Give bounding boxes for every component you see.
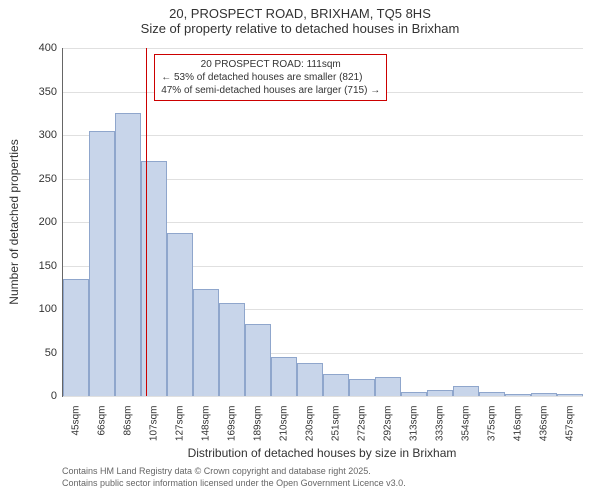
x-tick-label: 457sqm [565, 402, 576, 442]
x-axis-label: Distribution of detached houses by size … [62, 446, 582, 460]
histogram-bar [505, 394, 531, 396]
x-tick-label: 86sqm [123, 402, 134, 436]
plot-area: 05010015020025030035040045sqm66sqm86sqm1… [62, 48, 583, 397]
y-tick-label: 200 [39, 216, 63, 228]
annotation-box: 20 PROSPECT ROAD: 111sqm← 53% of detache… [154, 54, 387, 101]
annotation-line-3: 47% of semi-detached houses are larger (… [161, 84, 380, 97]
title-block: 20, PROSPECT ROAD, BRIXHAM, TQ5 8HS Size… [0, 0, 600, 36]
histogram-bar [245, 324, 271, 396]
attribution-text: Contains HM Land Registry data © Crown c… [62, 466, 406, 489]
x-tick-label: 230sqm [305, 402, 316, 442]
attribution-line-2: Contains public sector information licen… [62, 478, 406, 490]
title-line-2: Size of property relative to detached ho… [0, 21, 600, 36]
y-tick-label: 350 [39, 86, 63, 98]
y-tick-label: 300 [39, 129, 63, 141]
x-tick-label: 66sqm [97, 402, 108, 436]
x-tick-label: 45sqm [71, 402, 82, 436]
chart-container: 20, PROSPECT ROAD, BRIXHAM, TQ5 8HS Size… [0, 0, 600, 500]
y-tick-label: 150 [39, 260, 63, 272]
x-tick-label: 251sqm [331, 402, 342, 442]
x-tick-label: 292sqm [383, 402, 394, 442]
x-tick-label: 210sqm [279, 402, 290, 442]
x-tick-label: 436sqm [539, 402, 550, 442]
grid-line [63, 135, 583, 136]
histogram-bar [479, 392, 505, 396]
histogram-bar [193, 289, 219, 396]
x-tick-label: 189sqm [253, 402, 264, 442]
histogram-bar [115, 113, 141, 396]
grid-line [63, 396, 583, 397]
histogram-bar [271, 357, 297, 396]
x-tick-label: 313sqm [409, 402, 420, 442]
histogram-bar [453, 386, 479, 396]
histogram-bar [89, 131, 115, 396]
histogram-bar [427, 390, 453, 396]
annotation-line-2: ← 53% of detached houses are smaller (82… [161, 71, 380, 84]
x-tick-label: 272sqm [357, 402, 368, 442]
histogram-bar [349, 379, 375, 396]
title-line-1: 20, PROSPECT ROAD, BRIXHAM, TQ5 8HS [0, 6, 600, 21]
histogram-bar [219, 303, 245, 396]
histogram-bar [141, 161, 167, 396]
histogram-bar [297, 363, 323, 396]
y-axis-label: Number of detached properties [7, 139, 21, 304]
grid-line [63, 48, 583, 49]
x-tick-label: 169sqm [227, 402, 238, 442]
histogram-bar [401, 392, 427, 396]
y-tick-label: 50 [45, 347, 63, 359]
x-tick-label: 354sqm [461, 402, 472, 442]
histogram-bar [63, 279, 89, 396]
attribution-line-1: Contains HM Land Registry data © Crown c… [62, 466, 406, 478]
x-tick-label: 416sqm [513, 402, 524, 442]
y-tick-label: 250 [39, 173, 63, 185]
histogram-bar [167, 233, 193, 396]
histogram-bar [375, 377, 401, 396]
x-tick-label: 107sqm [149, 402, 160, 442]
histogram-bar [323, 374, 349, 396]
x-tick-label: 127sqm [175, 402, 186, 442]
marker-line [146, 48, 147, 396]
x-tick-label: 333sqm [435, 402, 446, 442]
x-tick-label: 148sqm [201, 402, 212, 442]
x-tick-label: 375sqm [487, 402, 498, 442]
y-tick-label: 0 [51, 390, 63, 402]
histogram-bar [531, 393, 557, 396]
y-tick-label: 100 [39, 303, 63, 315]
annotation-line-1: 20 PROSPECT ROAD: 111sqm [161, 58, 380, 71]
histogram-bar [557, 394, 583, 396]
y-tick-label: 400 [39, 42, 63, 54]
